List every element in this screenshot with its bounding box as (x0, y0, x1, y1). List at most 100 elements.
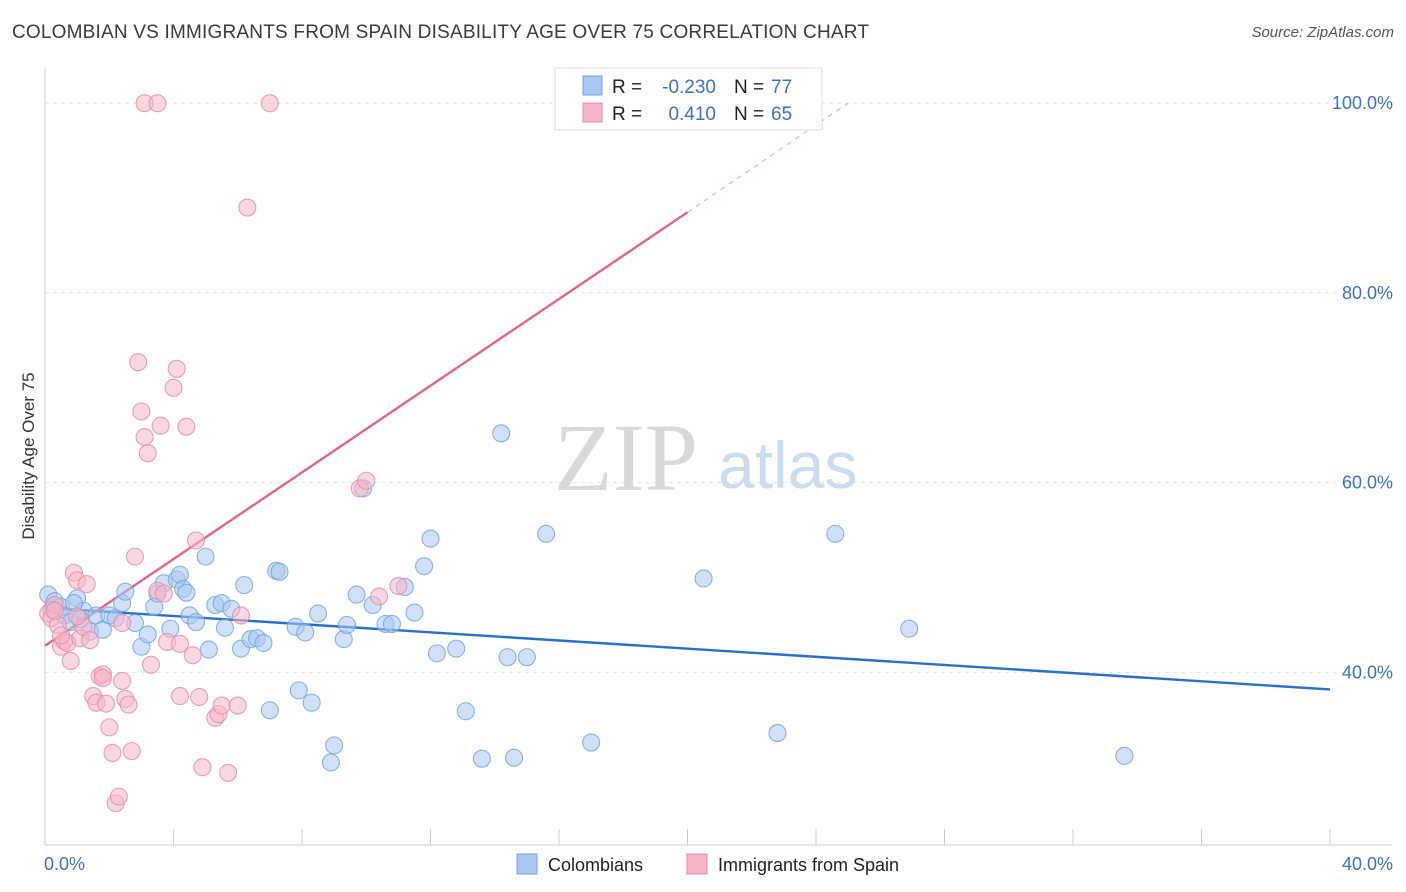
data-point (199, 640, 218, 659)
data-point (504, 748, 524, 767)
data-point (254, 633, 273, 652)
data-point (100, 718, 119, 737)
watermark-atlas: atlas (718, 428, 857, 502)
data-point (347, 585, 366, 604)
data-point (270, 562, 289, 581)
data-point (582, 733, 601, 752)
data-point (109, 787, 128, 806)
data-point (186, 531, 206, 550)
data-point (122, 742, 141, 761)
data-point (235, 576, 254, 595)
y-tick-label: 60.0% (1342, 473, 1393, 493)
data-point (415, 557, 434, 576)
data-point (164, 378, 183, 397)
data-point (405, 603, 424, 622)
data-point (45, 601, 64, 620)
data-point (125, 547, 144, 566)
data-point (132, 402, 151, 421)
data-point (325, 736, 344, 755)
legend-r-value-1: -0.230 (662, 77, 716, 98)
y-axis-title: Disability Age Over 75 (19, 372, 38, 539)
legend-n-value-1: 77 (771, 77, 792, 98)
data-point (337, 615, 357, 634)
data-point (694, 569, 713, 588)
data-point (219, 763, 238, 782)
legend-r-label-1: R = (612, 77, 642, 98)
data-point (186, 613, 206, 632)
data-point (357, 471, 376, 490)
data-point (456, 702, 475, 721)
data-point (61, 651, 80, 671)
data-point (309, 604, 328, 623)
legend-n-label-2: N = (734, 104, 764, 125)
data-point (238, 198, 257, 217)
data-point (96, 694, 116, 713)
data-point (148, 94, 167, 113)
x-tick-label: 0.0% (44, 854, 85, 874)
data-point (129, 353, 148, 372)
data-point (900, 619, 919, 638)
data-point (389, 576, 408, 596)
data-point (537, 524, 556, 543)
stats-legend: R = -0.230 N = 77 R = 0.410 N = 65 (554, 67, 823, 131)
data-point (492, 424, 511, 443)
legend-swatch-colombians (582, 75, 603, 96)
trend-line-1 (44, 211, 689, 647)
data-point (472, 749, 491, 768)
data-point (177, 417, 196, 436)
legend-r-value-2: 0.410 (668, 104, 716, 125)
y-tick-label: 40.0% (1342, 662, 1393, 682)
legend-n-label-1: N = (734, 77, 764, 98)
data-point (103, 743, 122, 763)
data-point (1115, 746, 1134, 765)
trend-line-0 (44, 606, 1331, 691)
data-point (382, 614, 402, 634)
data-point (151, 416, 170, 435)
data-point (826, 524, 845, 543)
watermark: ZIP atlas (554, 404, 857, 511)
legend-bottom-label-colombians: Colombians (548, 855, 643, 875)
data-point (260, 94, 279, 113)
series-points-1 (39, 94, 408, 813)
data-point (170, 634, 189, 653)
data-point (141, 655, 161, 674)
data-point (231, 606, 251, 625)
data-point (296, 623, 315, 642)
data-point (154, 584, 173, 603)
data-point (93, 668, 112, 688)
data-point (183, 646, 202, 665)
data-point (321, 753, 340, 772)
data-points (39, 94, 1134, 813)
data-point (167, 359, 186, 378)
data-point (116, 582, 135, 601)
data-point (517, 648, 536, 667)
axes (44, 68, 1392, 846)
y-tick-label: 80.0% (1342, 283, 1393, 303)
data-point (447, 639, 466, 658)
data-point (498, 648, 517, 667)
data-point (135, 428, 154, 447)
data-point (68, 607, 87, 626)
trend-lines (44, 102, 1331, 691)
y-tick-label: 100.0% (1332, 93, 1393, 113)
data-point (768, 724, 787, 743)
source-credit: Source: ZipAtlas.com (1251, 24, 1394, 41)
legend-bottom-swatch-colombians (516, 853, 538, 875)
watermark-zip: ZIP (554, 404, 698, 511)
y-tick-labels: 40.0% 60.0% 80.0% 100.0% (1332, 93, 1393, 682)
data-point (113, 671, 132, 690)
data-point (190, 687, 209, 707)
data-point (119, 695, 138, 714)
legend-bottom-swatch-spain (686, 853, 708, 875)
data-point (52, 626, 71, 645)
data-point (177, 583, 196, 602)
legend-swatch-spain (582, 102, 603, 123)
data-point (138, 444, 157, 463)
data-point (170, 687, 189, 706)
data-point (215, 618, 234, 637)
data-point (196, 547, 215, 566)
data-point (80, 631, 100, 650)
data-point (302, 693, 321, 712)
data-point (421, 529, 440, 548)
